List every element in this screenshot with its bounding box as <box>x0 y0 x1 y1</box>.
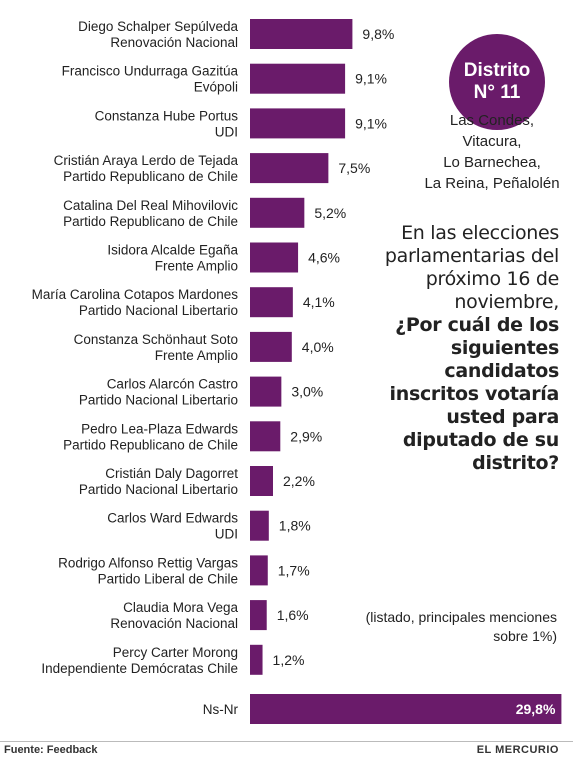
bar <box>250 197 305 228</box>
candidate-party: UDI <box>215 124 238 139</box>
candidate-name: Isidora Alcalde Egaña <box>107 243 238 258</box>
candidate-party: Frente Amplio <box>155 259 238 274</box>
value-label: 9,8% <box>362 26 394 42</box>
value-label: 29,8% <box>516 701 556 717</box>
candidate-party: Evópoli <box>194 80 238 95</box>
candidate-name: Percy Carter Morong <box>113 645 238 660</box>
source-label: Fuente: Feedback <box>4 744 98 756</box>
candidate-name: Claudia Mora Vega <box>123 600 238 615</box>
value-label: 1,2% <box>273 652 305 668</box>
district-badge-line1: Distrito <box>463 60 531 81</box>
bar <box>250 242 299 273</box>
candidate-party: Partido Republicano de Chile <box>63 169 238 184</box>
question-main: ¿Por cuál de los siguientes candidatos i… <box>389 314 560 474</box>
candidate-party: Partido Nacional Libertario <box>79 393 238 408</box>
bar <box>250 510 269 541</box>
candidate-name: Carlos Alarcón Castro <box>107 377 238 392</box>
candidate-name: Constanza Schönhaut Soto <box>74 332 238 347</box>
survey-question: En las elecciones parlamentarias del pró… <box>359 222 559 475</box>
candidate-name: María Carolina Cotapos Mardones <box>32 287 239 302</box>
candidate-name: Rodrigo Alfonso Rettig Vargas <box>58 555 238 570</box>
bar <box>250 19 353 49</box>
value-label: 3,0% <box>291 384 323 400</box>
candidate-party: Partido Republicano de Chile <box>63 437 238 452</box>
candidate-party: Renovación Nacional <box>110 616 238 631</box>
value-label: 7,5% <box>338 160 370 176</box>
value-label: 9,1% <box>355 115 387 131</box>
communes-list: Las Condes, Vitacura, Lo Barnechea, La R… <box>402 110 573 194</box>
commune-1: Las Condes, <box>449 112 535 129</box>
candidate-party: Frente Amplio <box>155 348 238 363</box>
bar <box>250 331 292 362</box>
bar <box>250 287 293 318</box>
brand-label: EL MERCURIO <box>476 744 559 756</box>
bar <box>250 63 346 94</box>
candidate-name: Carlos Ward Edwards <box>107 511 238 526</box>
bar <box>250 600 267 631</box>
value-label: 4,1% <box>303 294 335 310</box>
candidate-party: Partido Republicano de Chile <box>63 214 238 229</box>
bar-row-ns-nr: Ns-Nr 29,8% <box>203 694 562 724</box>
candidate-party: Independiente Demócratas Chile <box>41 661 238 676</box>
value-label: 4,0% <box>302 339 334 355</box>
candidate-party: Partido Nacional Libertario <box>79 482 238 497</box>
candidate-party: UDI <box>215 527 238 542</box>
bar <box>250 376 282 407</box>
candidate-party: Partido Nacional Libertario <box>79 303 238 318</box>
bar <box>250 644 263 675</box>
bar <box>250 421 281 452</box>
commune-4: La Reina, Peñalolén <box>424 175 560 192</box>
value-label: 9,1% <box>355 71 387 87</box>
bar <box>250 466 273 496</box>
value-label: 1,8% <box>279 518 311 534</box>
candidate-name: Constanza Hube Portus <box>95 108 239 123</box>
candidate-name: Catalina Del Real Mihovilovic <box>63 198 238 213</box>
candidate-name: Pedro Lea-Plaza Edwards <box>81 421 238 436</box>
candidate-name: Francisco Undurraga Gazitúa <box>62 64 239 79</box>
candidate-party: Renovación Nacional <box>110 35 238 50</box>
value-label: 1,7% <box>278 562 310 578</box>
candidate-name: Cristián Araya Lerdo de Tejada <box>54 153 239 168</box>
question-intro: En las elecciones parlamentarias del pró… <box>384 222 559 313</box>
commune-2: Vitacura, <box>462 133 522 150</box>
category-label: Ns-Nr <box>203 702 239 717</box>
bar <box>250 153 329 184</box>
district-badge: Distrito N° 11 <box>449 34 545 130</box>
candidate-name: Diego Schalper Sepúlveda <box>78 19 238 34</box>
listing-note: (listado, principales menciones sobre 1%… <box>365 609 557 644</box>
bar <box>250 694 562 724</box>
value-label: 2,9% <box>290 428 322 444</box>
value-label: 4,6% <box>308 250 340 266</box>
footer: Fuente: Feedback EL MERCURIO <box>0 741 573 756</box>
bar <box>250 555 268 586</box>
bar <box>250 108 346 139</box>
value-label: 1,6% <box>277 607 309 623</box>
candidate-name: Cristián Daly Dagorret <box>105 466 238 481</box>
value-label: 5,2% <box>314 205 346 221</box>
district-badge-line2: N° 11 <box>473 82 521 103</box>
value-label: 2,2% <box>283 473 315 489</box>
candidate-party: Partido Liberal de Chile <box>98 571 238 586</box>
commune-3: Lo Barnechea, <box>443 154 541 171</box>
